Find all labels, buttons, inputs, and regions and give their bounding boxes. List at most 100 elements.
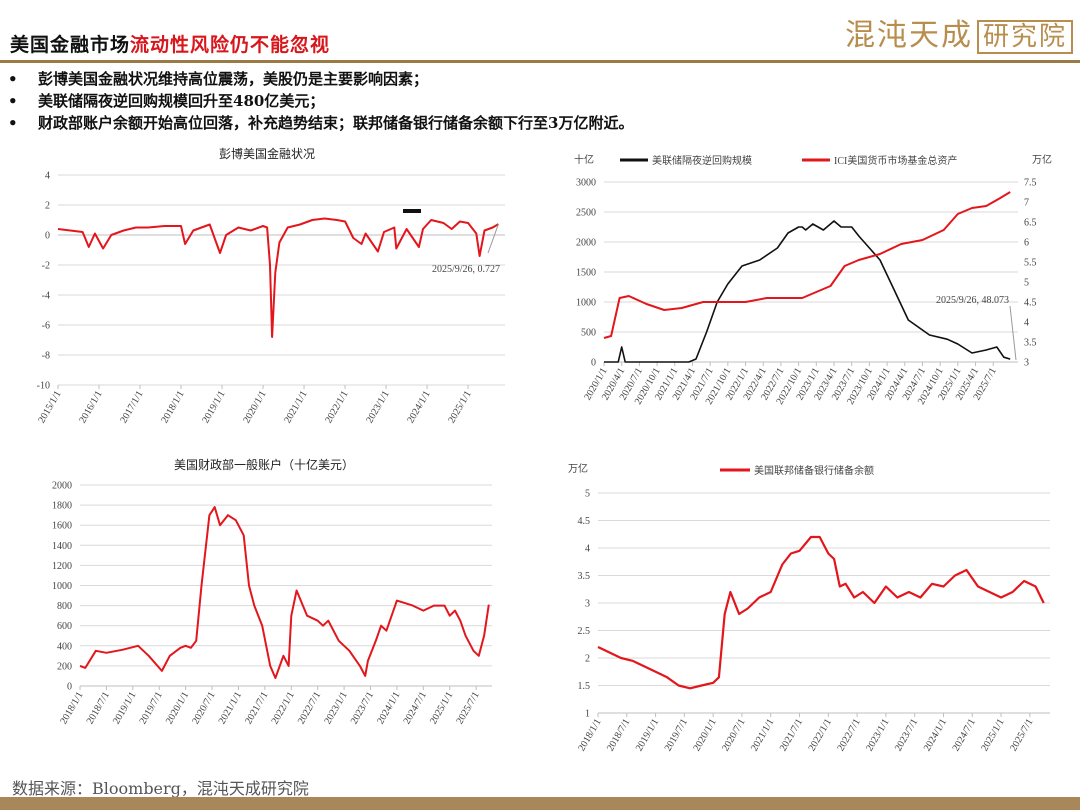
bullet-item: • 美联储隔夜逆回购规模回升至480亿美元；: [8, 92, 325, 110]
series-line: [79, 506, 490, 679]
x-tick-label: 2017/1/1: [118, 389, 145, 425]
y-tick-label: 1400: [52, 541, 72, 552]
x-tick-label: 2019/1/1: [111, 690, 138, 726]
series-line: [597, 535, 1045, 690]
y-right-tick-label: 7.5: [1024, 178, 1037, 189]
title-red: 流动性风险仍不能忽视: [130, 34, 331, 56]
y-tick-label: 2500: [576, 208, 596, 219]
bullet-text: 美联储隔夜逆回购规模回升至480亿美元；: [38, 92, 325, 110]
y-tick-label: 2: [45, 201, 50, 212]
y-tick-label: 1800: [52, 501, 72, 512]
x-tick-label: 2020/1/1: [691, 717, 718, 753]
x-tick-label: 2020/7/1: [190, 690, 217, 726]
annotation-label: 2025/9/26, 48.073: [936, 295, 1009, 306]
x-tick-label: 2024/7/1: [951, 717, 978, 753]
y-tick-label: 1500: [576, 268, 596, 279]
y-tick-label: -4: [42, 291, 50, 302]
x-tick-label: 2024/1/1: [922, 717, 949, 753]
x-tick-label: 2018/1/1: [576, 717, 603, 753]
y-right-tick-label: 6.5: [1024, 218, 1037, 229]
x-tick-label: 2022/1/1: [807, 717, 834, 753]
chart-reverse-repo: 3000250020001500100050002020/1/12020/4/1…: [574, 153, 1052, 407]
x-tick-label: 2021/7/1: [778, 717, 805, 753]
x-tick-label: 2023/7/1: [349, 690, 376, 726]
x-tick-label: 2020/1/1: [241, 389, 268, 425]
bullet-item: • 财政部账户余额开始高位回落，补充趋势结束；联邦储备银行储备余额下行至3万亿附近…: [8, 114, 634, 132]
chart-treasury-general-account: 2000180016001400120010008006004002000201…: [52, 457, 492, 726]
y-tick-label: 2000: [576, 238, 596, 249]
y-right-tick-label: 5.5: [1024, 258, 1037, 269]
y-tick-label: 1600: [52, 521, 72, 532]
y-right-tick-label: 6: [1024, 238, 1029, 249]
y-tick-label: 0: [67, 682, 72, 693]
annotation-label: 2025/9/26, 0.727: [432, 264, 500, 275]
y-tick-label: 4.5: [578, 516, 591, 527]
y-tick-label: -8: [42, 351, 50, 362]
x-tick-label: 2019/1/1: [634, 717, 661, 753]
x-tick-label: 2020/7/1: [720, 717, 747, 753]
x-tick-label: 2023/7/1: [893, 717, 920, 753]
x-tick-label: 2023/1/1: [864, 717, 891, 753]
y-tick-label: 0: [591, 358, 596, 369]
y-tick-label: 800: [57, 601, 72, 612]
x-tick-label: 2024/7/1: [402, 690, 429, 726]
x-tick-label: 2019/7/1: [138, 690, 165, 726]
y-tick-label: 2: [585, 654, 590, 665]
bullet-item: • 彭博美国金融状况维持高位震荡，美股仍是主要影响因素；: [8, 70, 429, 88]
series-line-ici: [603, 191, 1011, 339]
x-tick-label: 2022/1/1: [323, 389, 350, 425]
x-tick-label: 2018/7/1: [605, 717, 632, 753]
x-tick-label: 2018/1/1: [58, 690, 85, 726]
y-tick-label: 2000: [52, 481, 72, 492]
y-tick-label: 1: [585, 709, 590, 720]
y-tick-label: -10: [37, 381, 50, 392]
x-tick-label: 2021/1/1: [217, 690, 244, 726]
legend-swatch: [403, 209, 421, 213]
y-tick-label: -6: [42, 321, 50, 332]
y-tick-label: 600: [57, 621, 72, 632]
x-tick-label: 2025/1/1: [428, 690, 455, 726]
x-tick-label: 2018/7/1: [85, 690, 112, 726]
y-right-tick-label: 3: [1024, 358, 1029, 369]
x-tick-label: 2023/1/1: [364, 389, 391, 425]
logo-main: 混沌天成: [845, 18, 973, 53]
x-tick-label: 2021/7/1: [243, 690, 270, 726]
bullet-list: • 彭博美国金融状况维持高位震荡，美股仍是主要影响因素； • 美联储隔夜逆回购规模回…: [8, 68, 633, 134]
y-right-tick-label: 5: [1024, 278, 1029, 289]
x-tick-label: 2015/1/1: [36, 389, 63, 425]
x-tick-label: 2025/1/1: [446, 389, 473, 425]
y-tick-label: 5: [585, 489, 590, 500]
logo-box: 研究院: [977, 20, 1074, 54]
header-divider: [0, 60, 1080, 63]
right-unit-label: 万亿: [1032, 153, 1052, 166]
x-tick-label: 2025/1/1: [979, 717, 1006, 753]
chart-title: 彭博美国金融状况: [219, 146, 315, 161]
y-tick-label: 1.5: [578, 681, 591, 692]
bullet-text: 财政部账户余额开始高位回落，补充趋势结束；联邦储备银行储备余额下行至3万亿附近。: [38, 114, 634, 132]
y-tick-label: 1200: [52, 561, 72, 572]
y-tick-label: 500: [581, 328, 596, 339]
x-tick-label: 2019/1/1: [200, 389, 227, 425]
y-tick-label: 400: [57, 641, 72, 652]
chart-title: 美国财政部一般账户（十亿美元）: [174, 457, 354, 472]
x-tick-label: 2024/1/1: [375, 690, 402, 726]
legend-label-rrp: 美联储隔夜逆回购规模: [652, 154, 752, 167]
legend-label-ici: ICI美国货币市场基金总资产: [834, 154, 957, 167]
legend-label: 美国联邦储备银行储备余额: [754, 464, 874, 477]
x-tick-label: 2020/1/1: [164, 690, 191, 726]
y-tick-label: 1000: [52, 581, 72, 592]
x-tick-label: 2023/1/1: [322, 690, 349, 726]
y-tick-label: 4: [585, 544, 590, 555]
x-tick-label: 2022/1/1: [270, 690, 297, 726]
y-tick-label: 3000: [576, 178, 596, 189]
y-tick-label: 200: [57, 661, 72, 672]
y-tick-label: -2: [42, 261, 50, 272]
y-right-tick-label: 3.5: [1024, 338, 1037, 349]
footer-bar: [0, 797, 1080, 810]
left-unit-label: 十亿: [574, 153, 594, 166]
series-line-rrp: [604, 220, 1011, 363]
y-right-tick-label: 4: [1024, 318, 1029, 329]
title-black: 美国金融市场: [10, 34, 131, 56]
